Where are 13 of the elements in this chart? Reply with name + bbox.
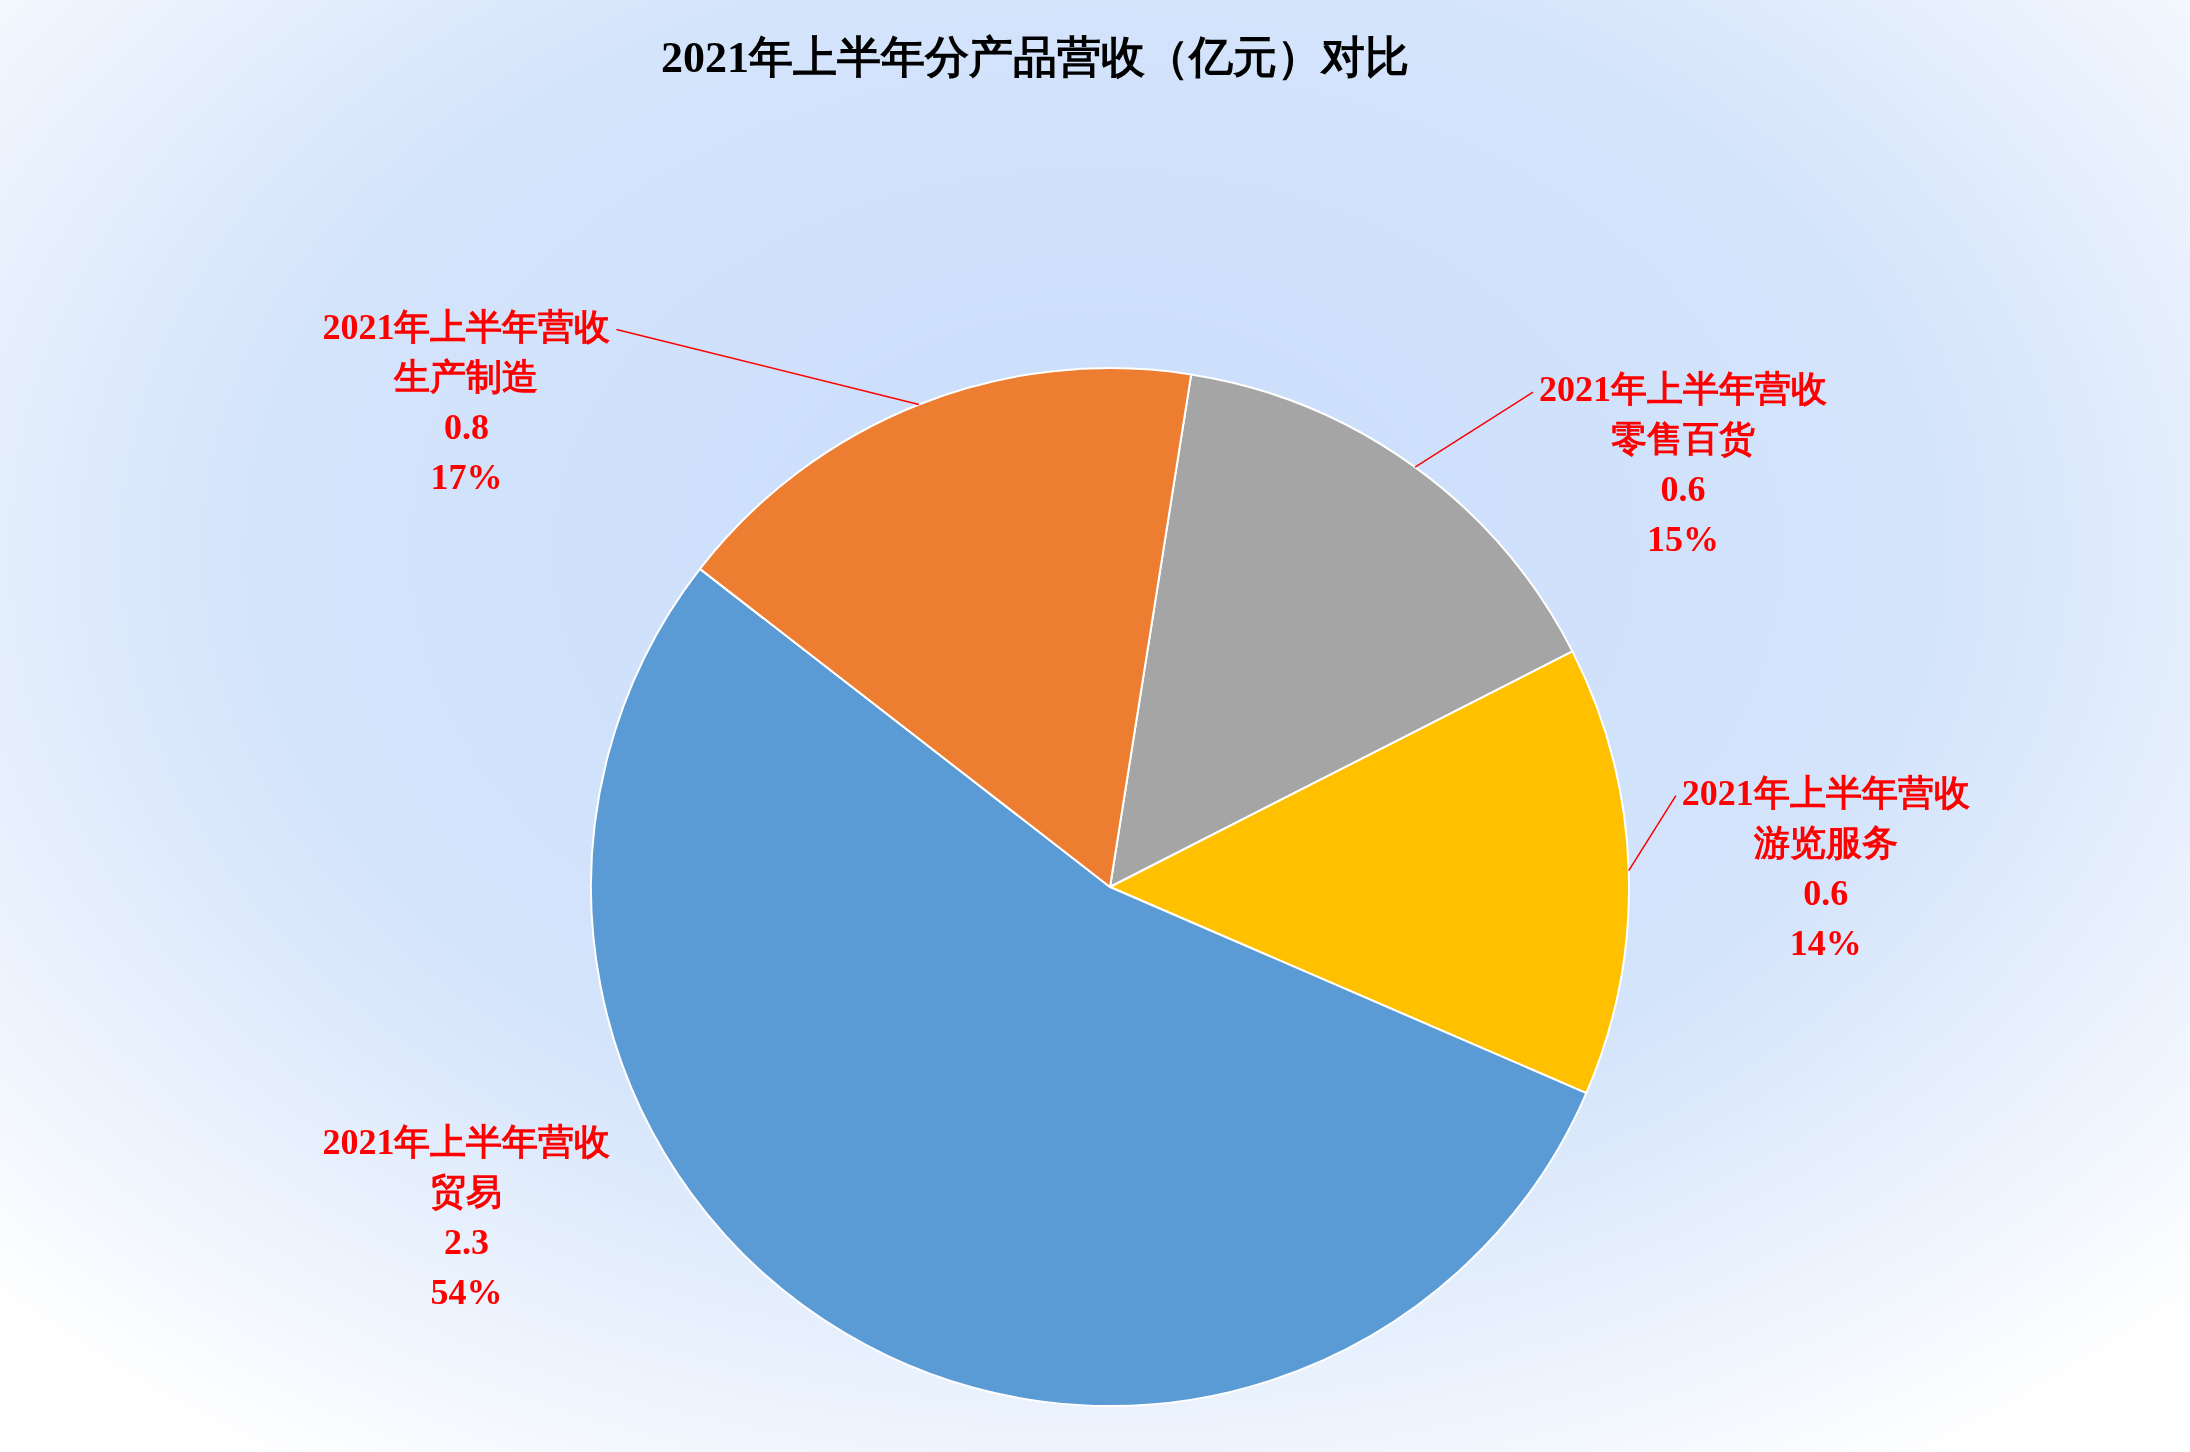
slice-label: 零售百货 bbox=[1610, 419, 1755, 460]
text: 2021年上半年营收 bbox=[322, 306, 611, 347]
data-label: 2.3 54% bbox=[430, 1222, 503, 1313]
data-label: 0.6 15% bbox=[1646, 469, 1719, 560]
slice-label: 贸易 bbox=[430, 1172, 503, 1213]
chart-title: 2021年上半年分产品营收（亿元）对比 bbox=[660, 32, 1410, 84]
data-label: 0.6 14% bbox=[1789, 872, 1862, 963]
slice-label: 游览服务 bbox=[1752, 822, 1898, 863]
slice-label: 生产制造 bbox=[393, 356, 539, 397]
text: 2021年上半年营收 bbox=[1538, 369, 1827, 410]
slice-label: 2021年上半年营收 bbox=[322, 1122, 612, 1163]
data-label: 0.8 17% bbox=[430, 406, 503, 497]
text: 2021年上半年营收 bbox=[1681, 772, 1970, 813]
